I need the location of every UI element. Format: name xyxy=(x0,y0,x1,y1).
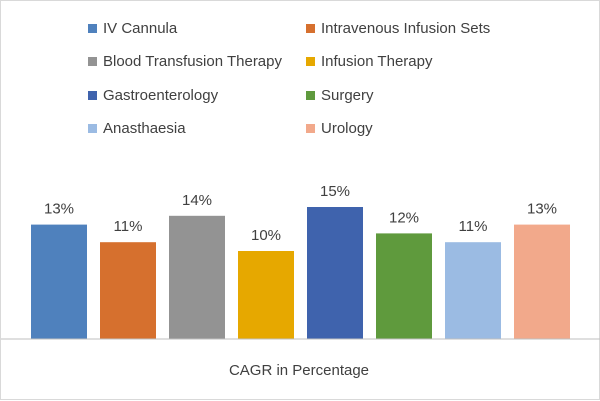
data-label: 12% xyxy=(389,209,419,226)
legend-item: Surgery xyxy=(306,87,374,104)
legend: IV Cannula Intravenous Infusion Sets Blood… xyxy=(1,1,600,151)
legend-swatch xyxy=(88,91,97,100)
legend-label: Infusion Therapy xyxy=(321,53,433,70)
data-label: 10% xyxy=(251,227,281,244)
legend-label: Intravenous Infusion Sets xyxy=(321,20,491,37)
data-label: 15% xyxy=(320,183,350,200)
legend-label: Surgery xyxy=(321,87,374,104)
legend-item: Infusion Therapy xyxy=(306,53,432,70)
bar xyxy=(445,242,501,339)
legend-item: Blood Transfusion Therapy xyxy=(88,53,282,70)
legend-swatch xyxy=(88,24,97,33)
bar xyxy=(31,224,87,339)
legend-swatch xyxy=(88,124,97,133)
legend-swatch xyxy=(88,57,97,66)
legend-item: Anasthaesia xyxy=(88,120,186,137)
legend-item: Urology xyxy=(306,120,373,137)
x-axis-title: CAGR in Percentage xyxy=(229,362,369,379)
data-label: 11% xyxy=(459,218,488,235)
bars-group xyxy=(31,207,570,339)
bar xyxy=(514,224,570,339)
legend-label: IV Cannula xyxy=(103,20,178,37)
bar xyxy=(238,251,294,339)
data-label: 14% xyxy=(182,192,212,209)
legend-item: Gastroenterology xyxy=(88,87,218,104)
legend-label: Urology xyxy=(321,120,373,137)
legend-item: IV Cannula xyxy=(88,20,177,37)
bar xyxy=(376,233,432,339)
legend-item: Intravenous Infusion Sets xyxy=(306,20,490,37)
bar xyxy=(100,242,156,339)
data-labels-group: 13% 11% 14% 10% 15% 12% 11% 13% xyxy=(44,183,557,244)
legend-swatch xyxy=(306,57,315,66)
legend-swatch xyxy=(306,124,315,133)
bar xyxy=(307,207,363,339)
data-label: 13% xyxy=(527,201,557,218)
legend-swatch xyxy=(306,24,315,33)
legend-label: Blood Transfusion Therapy xyxy=(103,53,282,70)
legend-label: Anasthaesia xyxy=(103,120,186,137)
data-label: 13% xyxy=(44,201,74,218)
data-label: 11% xyxy=(114,218,143,235)
legend-label: Gastroenterology xyxy=(103,87,219,104)
bar xyxy=(169,215,225,339)
legend-swatch xyxy=(306,91,315,100)
